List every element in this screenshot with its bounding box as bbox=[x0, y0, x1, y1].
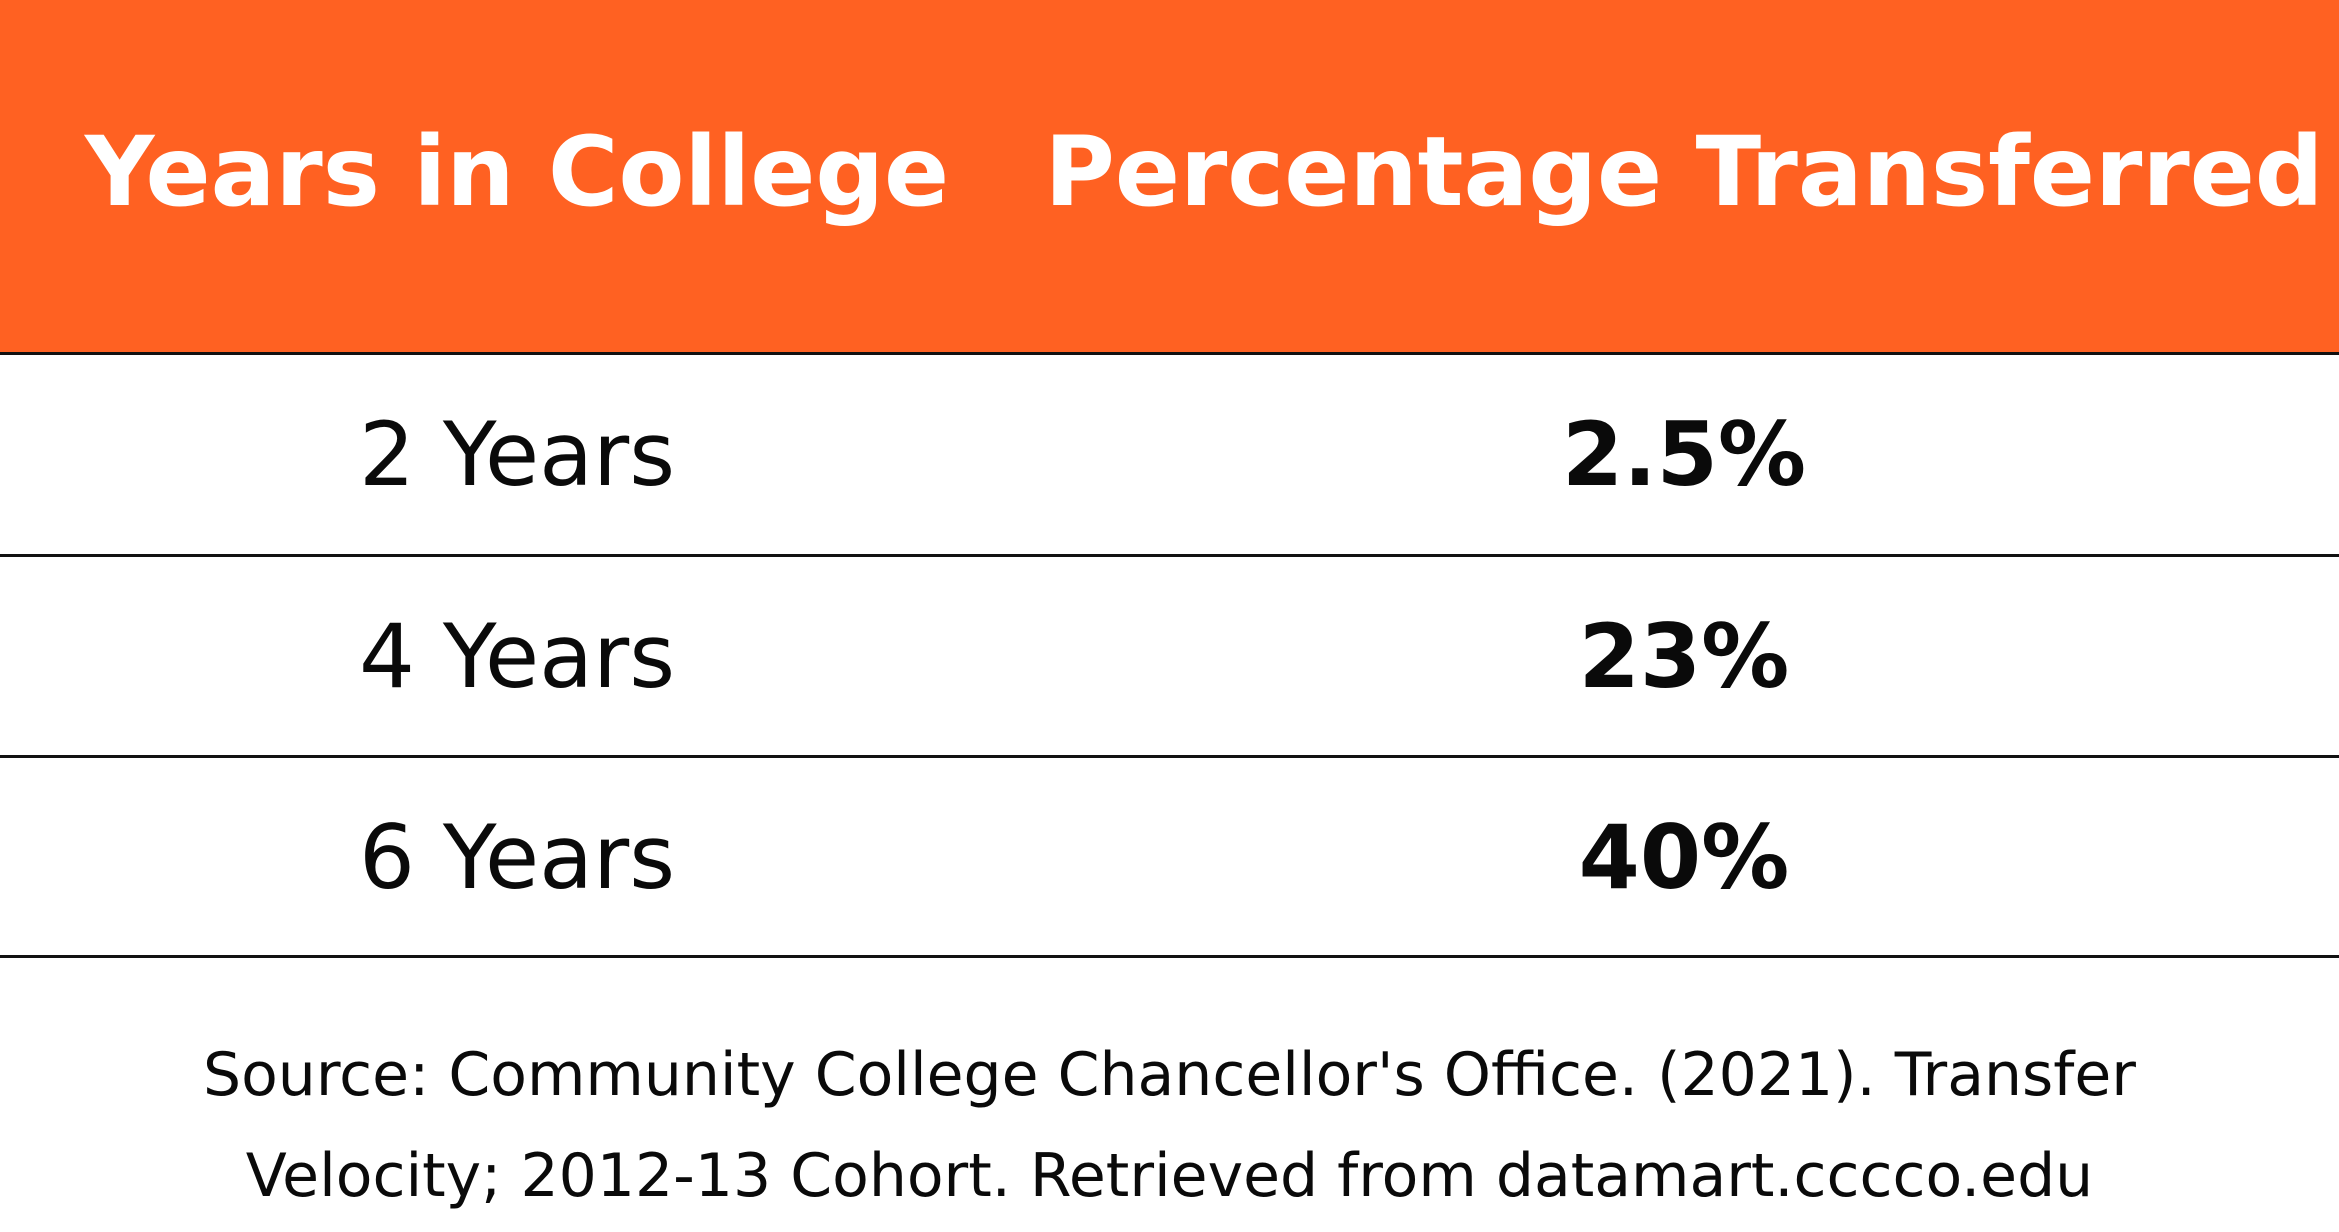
table-divider bbox=[0, 554, 2339, 557]
table-header-row: Years in College Percentage Transferred bbox=[0, 0, 2339, 352]
table-row: 6 Years 40% bbox=[0, 758, 2339, 958]
table-divider bbox=[0, 955, 2339, 958]
header-years-in-college: Years in College bbox=[84, 116, 950, 228]
years-cell: 4 Years bbox=[358, 605, 676, 708]
source-line-1: Source: Community College Chancellor's O… bbox=[203, 1040, 2136, 1110]
source-citation: Source: Community College Chancellor's O… bbox=[0, 1025, 2339, 1227]
percentage-cell: 2.5% bbox=[1561, 403, 1807, 506]
table-divider bbox=[0, 755, 2339, 758]
source-line-2: Velocity; 2012-13 Cohort. Retrieved from… bbox=[245, 1141, 2094, 1211]
table-row: 2 Years 2.5% bbox=[0, 355, 2339, 555]
percentage-cell: 23% bbox=[1578, 605, 1790, 708]
percentage-cell: 40% bbox=[1578, 806, 1790, 909]
transfer-table: Years in College Percentage Transferred … bbox=[0, 0, 2339, 958]
years-cell: 6 Years bbox=[358, 806, 676, 909]
years-cell: 2 Years bbox=[358, 403, 676, 506]
table-row: 4 Years 23% bbox=[0, 557, 2339, 757]
table-divider bbox=[0, 352, 2339, 355]
header-percentage-transferred: Percentage Transferred bbox=[1044, 116, 2324, 228]
